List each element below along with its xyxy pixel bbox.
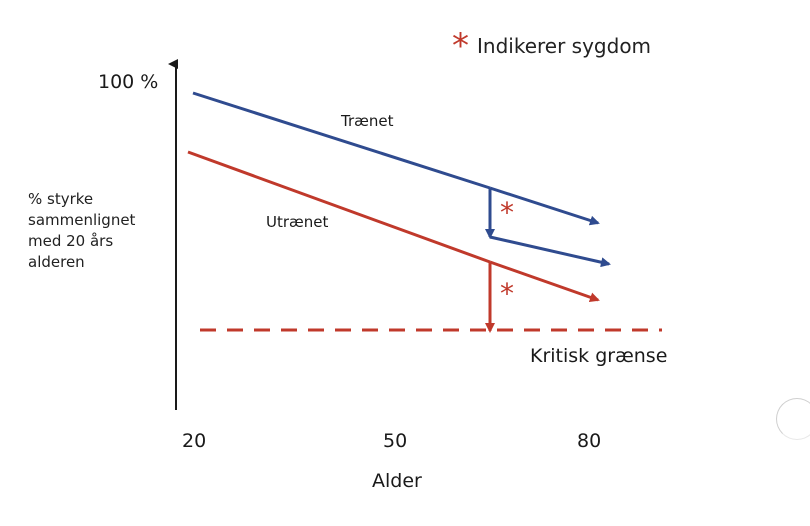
y-axis-label-line-2: sammenlignet bbox=[28, 211, 136, 229]
legend-star-icon: * bbox=[452, 26, 469, 66]
trained-disease-star-icon: * bbox=[500, 196, 514, 229]
y-axis-label-line-4: alderen bbox=[28, 253, 85, 271]
legend-text: Indikerer sygdom bbox=[477, 34, 652, 58]
scan-artifact bbox=[776, 398, 810, 440]
x-tick-50: 50 bbox=[383, 430, 408, 452]
x-tick-20: 20 bbox=[182, 430, 207, 452]
y-axis-label: % styrke sammenlignet med 20 års alderen bbox=[28, 189, 135, 273]
untrained-disease-star-icon: * bbox=[500, 277, 514, 310]
y-axis-top-label: 100 % bbox=[98, 71, 159, 93]
untrained-label: Utrænet bbox=[266, 213, 329, 231]
y-axis-label-line-3: med 20 års bbox=[28, 232, 114, 250]
trained-label: Trænet bbox=[341, 112, 394, 130]
critical-threshold-label: Kritisk grænse bbox=[530, 345, 668, 367]
untrained-continuation-arrow bbox=[489, 260, 600, 303]
y-axis-label-line-1: % styrke bbox=[28, 190, 94, 208]
trained-disease-arrow bbox=[489, 235, 611, 268]
trained-line bbox=[192, 91, 491, 190]
x-tick-80: 80 bbox=[577, 430, 602, 452]
x-axis-title: Alder bbox=[372, 470, 422, 492]
untrained-line bbox=[187, 150, 491, 264]
trained-continuation-arrow bbox=[489, 186, 600, 226]
